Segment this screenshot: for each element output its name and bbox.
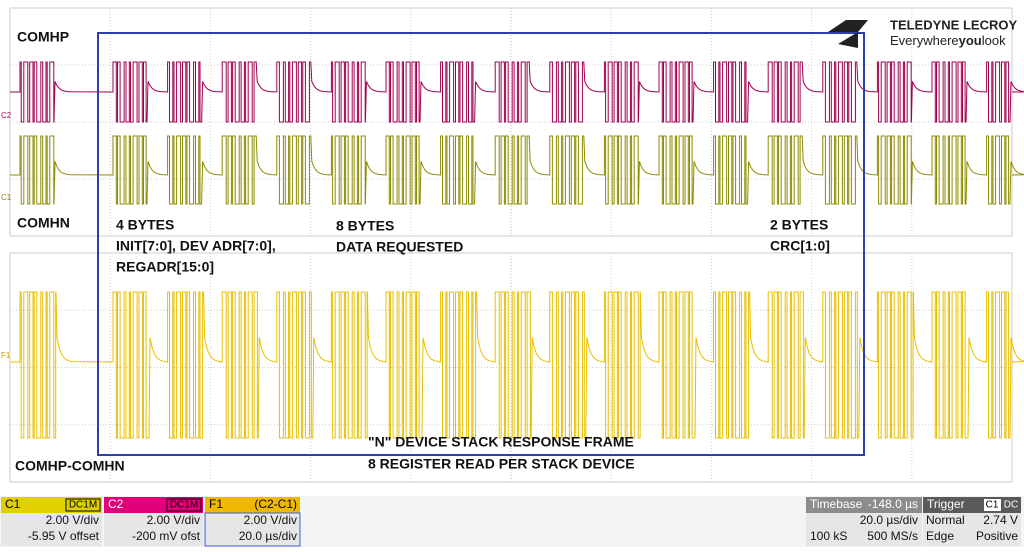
trigger-slope: Positive <box>976 529 1018 543</box>
logo-brand: TELEDYNE LECROY <box>890 17 1017 32</box>
annotation: INIT[7:0], DEV ADR[7:0], <box>116 238 276 254</box>
scale: 2.00 V/div <box>244 513 297 527</box>
trigger-source: C1 <box>986 500 999 511</box>
highlight-box <box>97 32 865 456</box>
scale: 2.00 V/div <box>46 513 99 527</box>
waveform <box>10 61 1024 123</box>
timebase-header <box>806 497 922 513</box>
timebase-body <box>806 513 922 546</box>
annotation: 2 BYTES <box>770 217 828 233</box>
annotation: DATA REQUESTED <box>336 239 463 255</box>
annotation: 4 BYTES <box>116 217 174 233</box>
channel-body <box>204 512 301 547</box>
trace-marker: F1 <box>1 351 11 360</box>
trigger-mode: Normal <box>926 513 965 527</box>
coupling: DC1M <box>69 500 97 511</box>
logo-tagline: Everywhereyoulook <box>890 33 1006 48</box>
waveform <box>10 135 1024 205</box>
coupling-box <box>166 498 202 512</box>
logo: TELEDYNE LECROY Everywhereyoulook <box>828 17 1017 48</box>
channel-name: C1 <box>5 497 21 511</box>
timebase-samples: 100 kS <box>810 529 847 543</box>
channel-c1[interactable]: C1 DC1M 2.00 V/div -5.95 V offset <box>1 497 102 546</box>
timebase-label: Timebase <box>810 497 863 511</box>
annotation: CRC[1:0] <box>770 238 830 254</box>
timebase[interactable]: Timebase -148.0 µs 20.0 µs/div 100 kS 50… <box>806 497 922 546</box>
trace-marker: C2 <box>1 111 12 120</box>
tagline-part: look <box>982 33 1006 48</box>
trigger-body <box>923 513 1021 546</box>
annotation: 8 REGISTER READ PER STACK DEVICE <box>368 456 635 472</box>
trace-label: COMHP-COMHN <box>15 458 125 474</box>
trigger-level: 2.74 V <box>983 513 1018 527</box>
trigger-coupling: DC <box>1004 500 1018 511</box>
trigger-label: Trigger <box>927 497 965 511</box>
logo-mark <box>828 20 868 48</box>
trigger-type: Edge <box>926 529 954 543</box>
annotation: "N" DEVICE STACK RESPONSE FRAME <box>368 434 634 450</box>
annotation: 8 BYTES <box>336 218 394 234</box>
channel-name: F1 <box>209 497 223 511</box>
timebase-delay: -148.0 µs <box>868 497 918 511</box>
trigger[interactable]: Trigger C1 DC Normal 2.74 V Edge Positiv… <box>923 497 1021 546</box>
scale: 2.00 V/div <box>147 513 200 527</box>
timebase-rate: 500 MS/s <box>867 529 918 543</box>
trigger-source-box <box>984 499 1001 511</box>
trace-marker: C1 <box>1 193 12 202</box>
channel-c2[interactable]: C2 DC1M 2.00 V/div -200 mV ofst <box>104 497 203 546</box>
offset: 20.0 µs/div <box>239 529 297 543</box>
offset: -5.95 V offset <box>28 529 100 543</box>
channel-body <box>1 513 102 546</box>
annotation: REGADR[15:0] <box>116 259 214 275</box>
coupling: (C2-C1) <box>254 497 297 511</box>
channel-header <box>205 497 300 513</box>
trace-label: COMHN <box>17 215 70 231</box>
tagline-part: you <box>959 33 982 48</box>
trace-label: COMHP <box>17 29 69 45</box>
channel-body <box>104 513 203 546</box>
channel-f1[interactable]: F1 (C2-C1) 2.00 V/div 20.0 µs/div <box>204 497 301 547</box>
coupling-box <box>65 498 101 512</box>
offset: -200 mV ofst <box>132 529 201 543</box>
coupling: DC1M <box>170 500 198 511</box>
channel-name: C2 <box>108 497 124 511</box>
timebase-per-div: 20.0 µs/div <box>860 513 918 527</box>
tagline-part: Everywhere <box>890 33 959 48</box>
